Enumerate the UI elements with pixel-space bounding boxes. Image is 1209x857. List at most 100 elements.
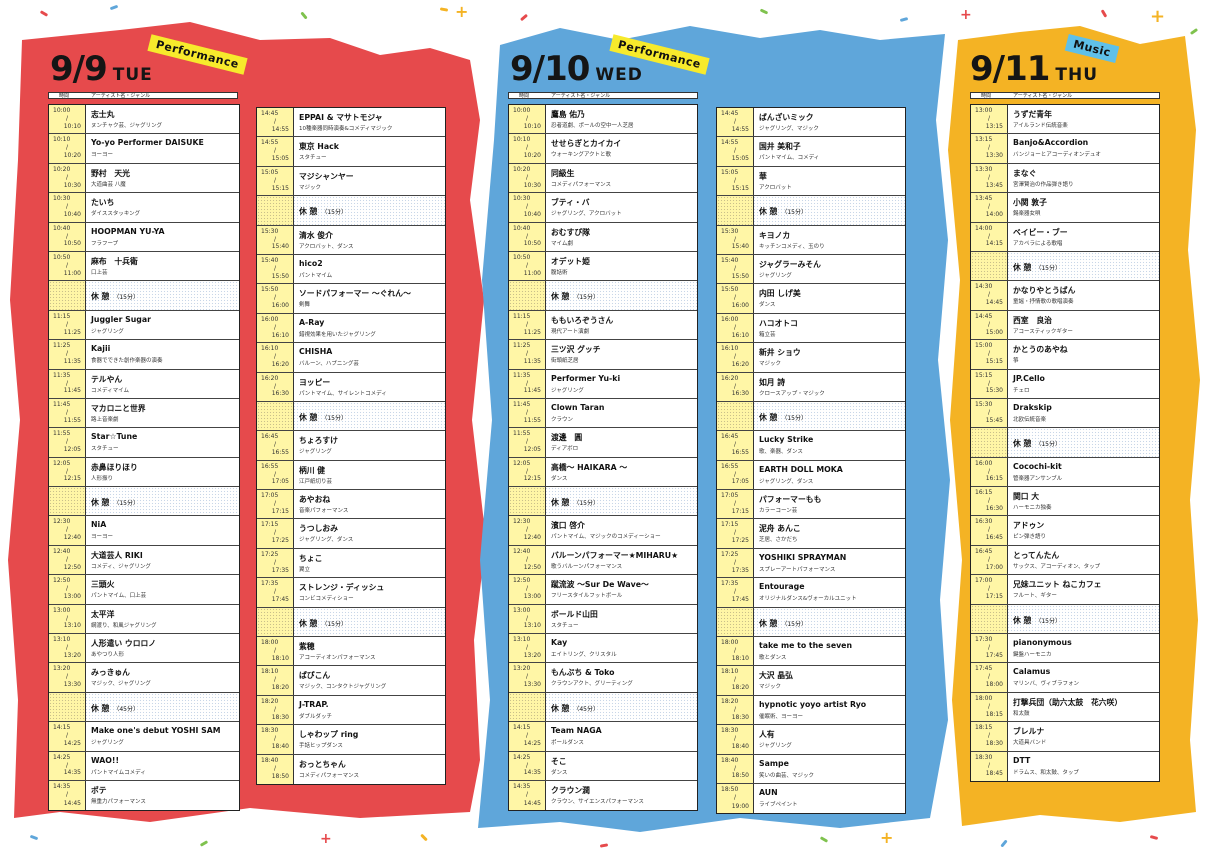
- time-cell: [49, 487, 86, 516]
- schedule-row: 14:00/14:15 ベイビー・ブー アカペラによる歌唱: [971, 222, 1159, 252]
- end-time: 14:45: [523, 799, 541, 807]
- schedule-table-9-11: 13:00/13:15 うずだ青年 アイルランド伝統音楽 13:15/13:30 Ban…: [970, 104, 1160, 782]
- artist-genre: ダンス: [551, 769, 568, 776]
- artist-genre: スタチュー: [299, 155, 327, 162]
- time-separator: /: [987, 291, 991, 299]
- break-duration: （45分）: [113, 705, 139, 713]
- artist-name-text: うつしおみ: [299, 524, 338, 534]
- start-time: 18:20: [721, 697, 739, 705]
- schedule-row: 14:35/14:45 クラウン潤 クラウン、サイエンスパフォーマンス: [509, 780, 697, 811]
- artist-genre: 現代アート演劇: [551, 328, 590, 335]
- artist-name-text: ももいろぞうさん: [551, 315, 614, 325]
- artist-name-text: ちょろすけ: [299, 436, 338, 446]
- time-cell: 18:20/18:30: [257, 695, 294, 725]
- artist-genre: 錯視効果を用いたジャグリング: [299, 331, 376, 338]
- artist-name: ばんざいミック: [759, 112, 814, 123]
- time-separator: /: [525, 320, 529, 328]
- artist-name-text: 太平洋: [91, 609, 115, 619]
- artist-name: hico2: [299, 259, 323, 268]
- artist-name: Star☆Tune: [91, 432, 137, 441]
- schedule-row: 10:30/10:40 たいち ダイススタッキング: [49, 193, 239, 223]
- time-cell: 13:00/13:10: [49, 604, 86, 634]
- start-time: 17:35: [261, 580, 279, 588]
- end-time: 10:20: [523, 152, 541, 160]
- start-time: 16:55: [721, 462, 739, 470]
- artist-name: ブレルナ: [1013, 726, 1044, 737]
- time-cell: [717, 401, 754, 431]
- time-separator: /: [987, 408, 991, 416]
- break-label: 休 憩（15分）: [759, 412, 807, 423]
- artist-genre: チェロ: [1013, 387, 1030, 394]
- end-time: 10:40: [523, 210, 541, 218]
- start-time: 16:55: [261, 462, 279, 470]
- artist-genre: ジャグリング、アクロバット: [551, 211, 622, 218]
- artist-name: YOSHIKI SPRAYMAN: [759, 553, 846, 562]
- artist-name-text: YOSHIKI SPRAYMAN: [759, 552, 847, 562]
- break-duration: （15分）: [321, 414, 347, 422]
- time-cell: [509, 487, 546, 516]
- artist-name-text: Juggler Sugar: [91, 314, 151, 324]
- time-cell: 14:25/14:35: [49, 751, 86, 780]
- artist-name-text: Lucky Strike: [759, 435, 814, 445]
- schedule-row: 16:00/16:15 Cocochi-kit 管楽器アンサンブル: [971, 457, 1159, 488]
- start-time: 16:15: [975, 489, 993, 497]
- schedule-row: 16:45/17:00 とってんたん サックス、アコーディオン、タップ: [971, 545, 1159, 576]
- artist-name-text: 東京 Hack: [299, 142, 339, 152]
- start-time: 14:45: [975, 312, 993, 320]
- artist-name: hypnotic yoyo artist Ryo: [759, 700, 866, 709]
- artist-name: うずだ青年: [1013, 109, 1052, 120]
- schedule-row: 18:20/18:30 hypnotic yoyo artist Ryo 催眠術、ヨ…: [717, 695, 905, 726]
- artist-genre: ウォーキングアクトと歌: [551, 152, 612, 159]
- artist-genre: 食器でできた創作楽器の演奏: [91, 358, 163, 365]
- artist-name-text: たいち: [91, 198, 115, 208]
- end-time: 13:30: [985, 152, 1003, 160]
- end-time: 13:10: [523, 622, 541, 630]
- start-time: 13:15: [975, 136, 993, 144]
- start-time: 13:20: [53, 665, 71, 673]
- artist-name: ジャグラーみそん: [759, 259, 821, 270]
- start-time: 17:05: [721, 492, 739, 500]
- time-cell: 16:30/16:45: [971, 516, 1008, 545]
- start-time: 10:20: [513, 165, 531, 173]
- start-time: 10:00: [53, 107, 71, 114]
- time-cell: 10:50/11:00: [49, 251, 86, 281]
- time-separator: /: [273, 294, 277, 302]
- start-time: 18:10: [721, 668, 739, 676]
- start-time: 14:00: [975, 224, 993, 232]
- artist-genre: カラーコーン芸: [759, 508, 798, 515]
- artist-name: Cocochi-kit: [1013, 462, 1062, 471]
- time-cell: [971, 604, 1008, 634]
- artist-genre: ダイススタッキング: [91, 211, 141, 218]
- time-cell: 18:30/18:40: [257, 725, 294, 754]
- time-separator: /: [733, 118, 737, 125]
- time-cell: 13:00/13:15: [971, 105, 1008, 134]
- artist-name: Entourage: [759, 582, 805, 591]
- schedule-row: 17:00/17:15 兄妹ユニット ねこカフェ フルート、ギター: [971, 575, 1159, 605]
- artist-name-text: ハコオトコ: [759, 318, 798, 328]
- end-time: 10:10: [523, 122, 541, 130]
- start-time: 15:50: [721, 286, 739, 294]
- start-time: 16:00: [975, 459, 993, 467]
- artist-genre: コメディマイム: [91, 387, 130, 394]
- time-cell: 18:00/18:15: [971, 692, 1008, 722]
- time-cell: 11:35/11:45: [509, 369, 546, 398]
- artist-genre: コンビコメディショー: [299, 596, 354, 603]
- artist-name-text: ヨッピー: [299, 377, 331, 387]
- end-time: 16:20: [731, 360, 749, 368]
- end-time: 18:40: [731, 743, 749, 750]
- schedule-row: 12:05/12:15 赤鼻ほりほり 人形振り: [49, 457, 239, 488]
- time-cell: [971, 251, 1008, 281]
- end-time: 18:45: [985, 770, 1003, 778]
- artist-genre: ドラムス、和太鼓、タップ: [1013, 769, 1079, 776]
- artist-name-text: Performer Yu-ki: [551, 373, 621, 383]
- artist-name: Performer Yu-ki: [551, 374, 620, 383]
- schedule-row: 18:00/18:10 紫穂 アコーディオンパフォーマンス: [257, 637, 445, 667]
- artist-genre: マジック: [299, 184, 322, 191]
- artist-name-text: 内田 しげ美: [759, 289, 801, 299]
- time-separator: /: [525, 585, 529, 593]
- artist-name-text: ソードパフォーマー ～ぐれん～: [299, 289, 411, 299]
- schedule-row: 10:50/11:00 オデット姫 腹話術: [509, 251, 697, 282]
- start-time: 18:00: [261, 639, 279, 647]
- end-time: 18:50: [731, 772, 749, 780]
- artist-genre: 催眠術、ヨーヨー: [759, 713, 804, 720]
